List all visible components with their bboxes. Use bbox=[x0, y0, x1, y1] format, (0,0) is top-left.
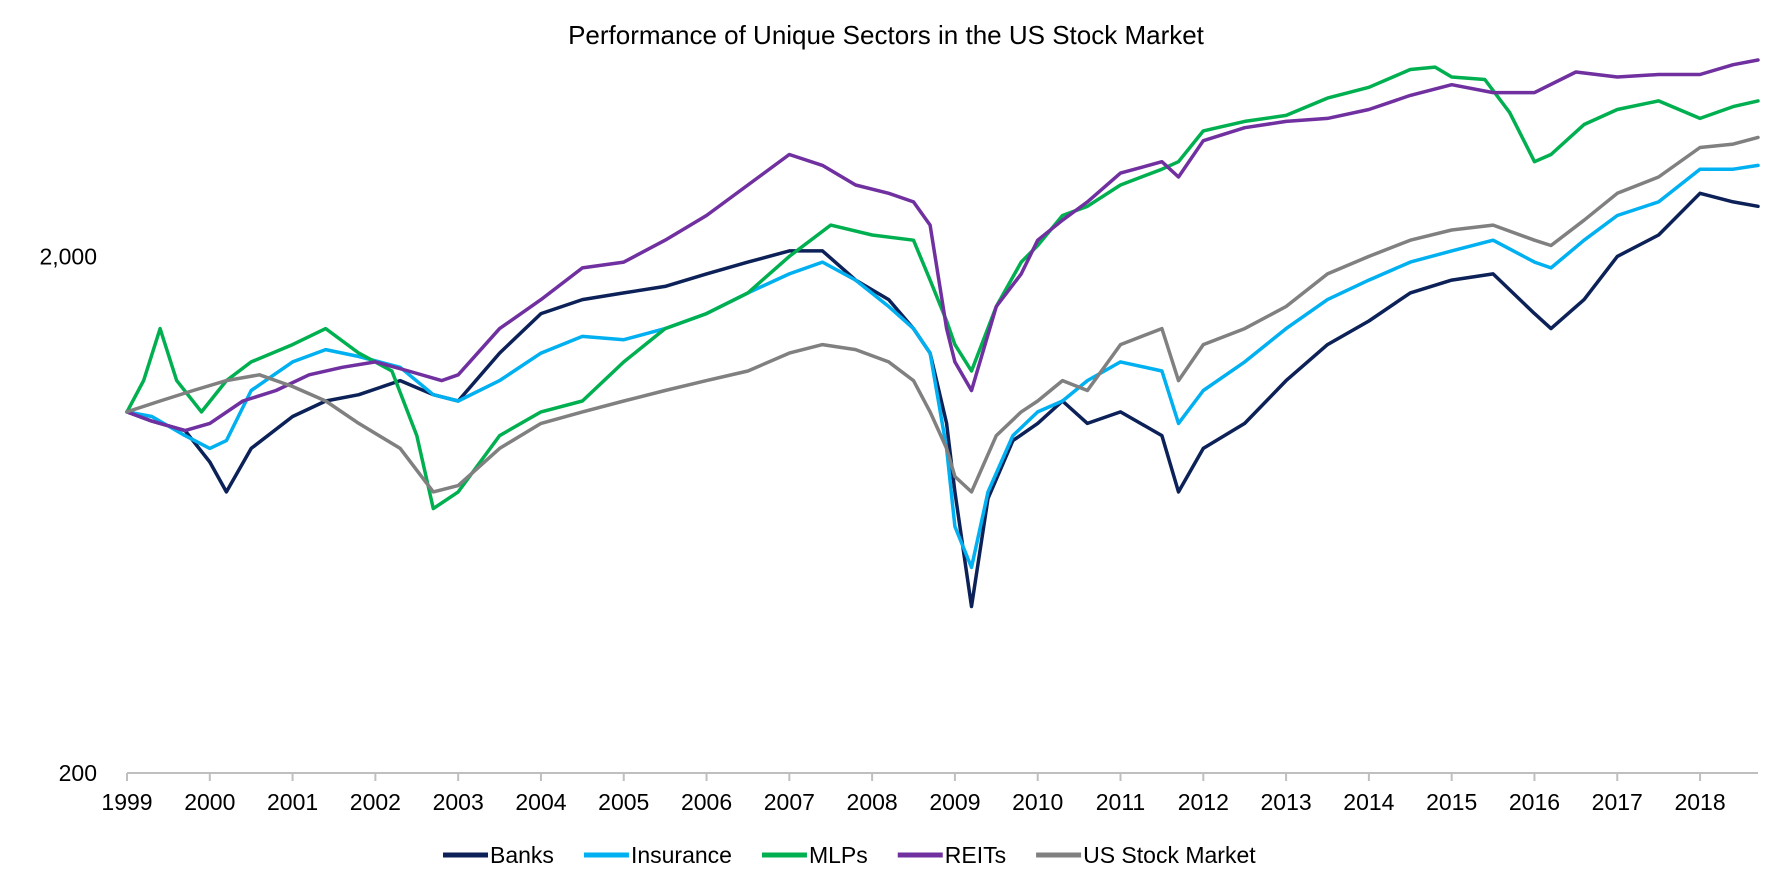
x-tick-label: 2014 bbox=[1343, 789, 1394, 815]
x-tick-label: 2015 bbox=[1426, 789, 1477, 815]
x-tick-label: 2002 bbox=[350, 789, 401, 815]
chart-title: Performance of Unique Sectors in the US … bbox=[568, 20, 1205, 50]
x-tick-label: 2008 bbox=[847, 789, 898, 815]
legend-label-us-stock-market: US Stock Market bbox=[1083, 842, 1256, 868]
x-axis-ticks: 1999 2000 2001 2002 2003 2004 2005 2006 2007 2008… bbox=[101, 773, 1726, 815]
y-tick-label: 2,000 bbox=[39, 243, 97, 269]
series-line-reits bbox=[125, 58, 1760, 433]
x-tick-label: 2017 bbox=[1592, 789, 1643, 815]
x-tick-label: 2018 bbox=[1674, 789, 1725, 815]
x-tick-label: 2001 bbox=[267, 789, 318, 815]
plot-series bbox=[125, 58, 1760, 609]
series-line-mlps bbox=[125, 65, 1760, 511]
y-axis-ticks: 200 2,000 bbox=[39, 243, 97, 786]
x-tick-label: 2004 bbox=[515, 789, 566, 815]
x-tick-label: 2011 bbox=[1096, 789, 1145, 815]
series-line-us-stock-market bbox=[125, 135, 1760, 494]
legend: Banks Insurance MLPs REITs US Stock Market bbox=[443, 842, 1256, 868]
y-tick-label: 200 bbox=[59, 760, 97, 786]
x-tick-label: 1999 bbox=[101, 789, 152, 815]
legend-label-mlps: MLPs bbox=[809, 842, 868, 868]
x-tick-label: 2003 bbox=[433, 789, 484, 815]
x-tick-label: 2006 bbox=[681, 789, 732, 815]
x-tick-label: 2000 bbox=[184, 789, 235, 815]
series-line-banks bbox=[125, 191, 1760, 609]
legend-label-insurance: Insurance bbox=[631, 842, 732, 868]
series-line-insurance bbox=[125, 163, 1760, 570]
legend-label-banks: Banks bbox=[490, 842, 554, 868]
x-tick-label: 2012 bbox=[1178, 789, 1229, 815]
x-tick-label: 2013 bbox=[1261, 789, 1312, 815]
x-tick-label: 2010 bbox=[1012, 789, 1063, 815]
x-tick-label: 2005 bbox=[598, 789, 649, 815]
x-tick-label: 2009 bbox=[929, 789, 980, 815]
legend-label-reits: REITs bbox=[945, 842, 1006, 868]
x-tick-label: 2016 bbox=[1509, 789, 1560, 815]
x-tick-label: 2007 bbox=[764, 789, 815, 815]
